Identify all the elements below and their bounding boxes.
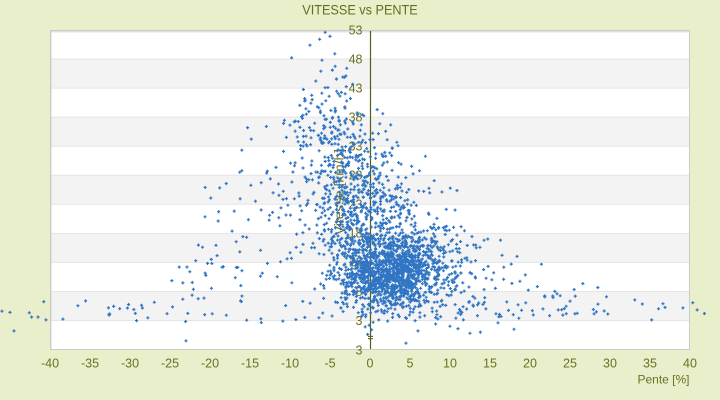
svg-text:15: 15 — [483, 357, 497, 371]
svg-text:-40: -40 — [41, 357, 59, 371]
svg-text:43: 43 — [349, 81, 363, 95]
svg-text:8: 8 — [356, 285, 363, 299]
svg-text:5: 5 — [407, 357, 414, 371]
svg-text:-10: -10 — [281, 357, 299, 371]
svg-text:35: 35 — [643, 357, 657, 371]
svg-text:10: 10 — [443, 357, 457, 371]
svg-text:40: 40 — [683, 357, 697, 371]
svg-text:38: 38 — [349, 110, 363, 124]
svg-text:53: 53 — [349, 23, 363, 37]
svg-text:-35: -35 — [81, 357, 99, 371]
svg-text:20: 20 — [523, 357, 537, 371]
svg-text:3: 3 — [356, 343, 363, 357]
svg-text:-20: -20 — [201, 357, 219, 371]
svg-text:30: 30 — [603, 357, 617, 371]
svg-text:Pente [%]: Pente [%] — [637, 373, 689, 387]
svg-text:25: 25 — [563, 357, 577, 371]
svg-text:3: 3 — [356, 314, 363, 328]
svg-text:-15: -15 — [241, 357, 259, 371]
svg-text:-25: -25 — [161, 357, 179, 371]
svg-text:18: 18 — [349, 227, 363, 241]
svg-text:-30: -30 — [121, 357, 139, 371]
svg-text:0: 0 — [367, 357, 374, 371]
svg-text:-5: -5 — [324, 357, 335, 371]
svg-text:VITESSE vs PENTE: VITESSE vs PENTE — [302, 2, 418, 18]
svg-text:48: 48 — [349, 52, 363, 66]
